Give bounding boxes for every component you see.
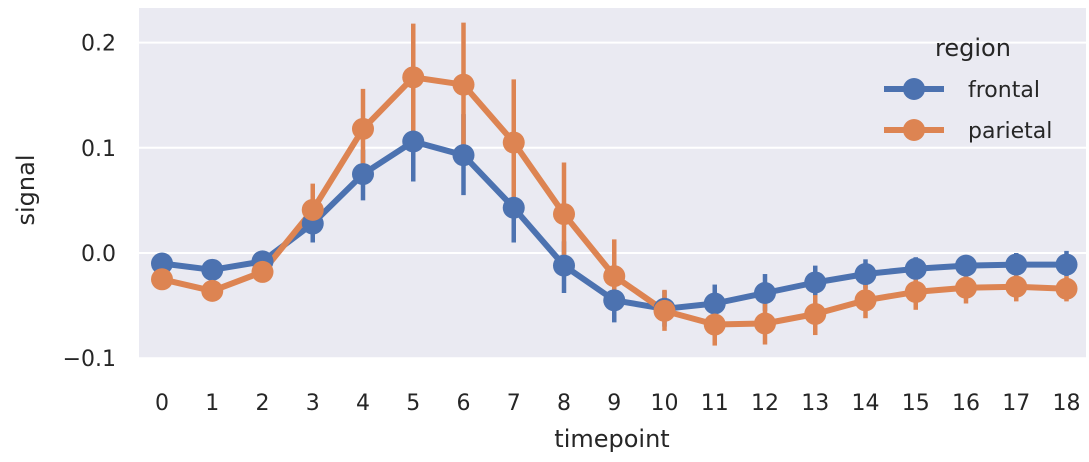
frontal-point <box>402 130 425 153</box>
frontal-point <box>352 163 374 186</box>
x-tick-label: 4 <box>356 391 370 416</box>
parietal-point <box>703 313 726 336</box>
x-tick-label: 6 <box>457 391 471 416</box>
parietal-point <box>1055 277 1078 300</box>
parietal-point <box>301 198 324 221</box>
frontal-point <box>904 257 927 280</box>
x-tick-label: 8 <box>557 391 571 416</box>
x-tick-label: 5 <box>406 391 420 416</box>
frontal-point <box>502 196 525 219</box>
x-tick-labels: 0 1 2 3 4 5 6 7 8 9 10 11 12 13 14 15 16 17 18 <box>155 391 1081 416</box>
frontal-point <box>754 281 776 304</box>
parietal-point <box>151 268 173 291</box>
series-points <box>151 66 1078 336</box>
legend: region frontal parietal <box>884 34 1052 144</box>
y-tick-label: 0.2 <box>81 32 116 57</box>
x-tick-label: 15 <box>902 391 930 416</box>
x-tick-label: 7 <box>507 391 521 416</box>
parietal-point <box>904 280 927 303</box>
frontal-point <box>201 258 224 281</box>
frontal-point <box>553 254 575 277</box>
x-tick-label: 14 <box>852 391 880 416</box>
parietal-point <box>201 279 224 302</box>
parietal-point <box>553 203 575 226</box>
frontal-point <box>603 289 626 312</box>
x-tick-label: 10 <box>651 391 679 416</box>
parietal-point <box>402 66 425 89</box>
parietal-point <box>352 117 374 140</box>
x-tick-label: 1 <box>205 391 219 416</box>
legend-frontal-label: frontal <box>968 78 1040 103</box>
x-tick-label: 12 <box>751 391 779 416</box>
x-axis-label: timepoint <box>554 425 669 453</box>
legend-title: region <box>935 34 1011 62</box>
y-tick-label: 0.0 <box>81 242 116 267</box>
frontal-point <box>1055 253 1078 276</box>
x-tick-label: 9 <box>607 391 621 416</box>
x-tick-label: 2 <box>256 391 270 416</box>
frontal-point <box>804 271 827 294</box>
parietal-point <box>653 299 676 322</box>
parietal-point <box>502 131 525 154</box>
y-tick-labels: −0.1 0.0 0.1 0.2 <box>63 32 116 373</box>
frontal-point <box>452 144 475 167</box>
frontal-point <box>1005 253 1028 276</box>
x-tick-label: 18 <box>1053 391 1081 416</box>
legend-parietal-marker <box>903 119 925 141</box>
frontal-point <box>854 263 877 286</box>
parietal-point <box>251 260 274 283</box>
x-tick-label: 11 <box>701 391 729 416</box>
x-tick-label: 17 <box>1002 391 1030 416</box>
frontal-point <box>955 254 977 277</box>
parietal-point <box>854 289 877 312</box>
x-tick-label: 16 <box>952 391 980 416</box>
parietal-point <box>955 276 977 299</box>
parietal-point <box>603 265 626 288</box>
y-tick-label: −0.1 <box>63 347 116 372</box>
x-tick-label: 3 <box>306 391 320 416</box>
y-axis-label: signal <box>12 155 40 226</box>
frontal-point <box>703 292 726 315</box>
legend-parietal-label: parietal <box>968 119 1052 144</box>
y-tick-label: 0.1 <box>81 137 116 162</box>
parietal-point <box>1005 275 1028 298</box>
parietal-point <box>452 73 475 96</box>
frontal-point <box>151 252 173 275</box>
parietal-point <box>754 312 776 335</box>
x-tick-label: 0 <box>155 391 169 416</box>
x-tick-label: 13 <box>801 391 829 416</box>
legend-frontal-marker <box>903 78 925 100</box>
parietal-point <box>804 303 827 326</box>
